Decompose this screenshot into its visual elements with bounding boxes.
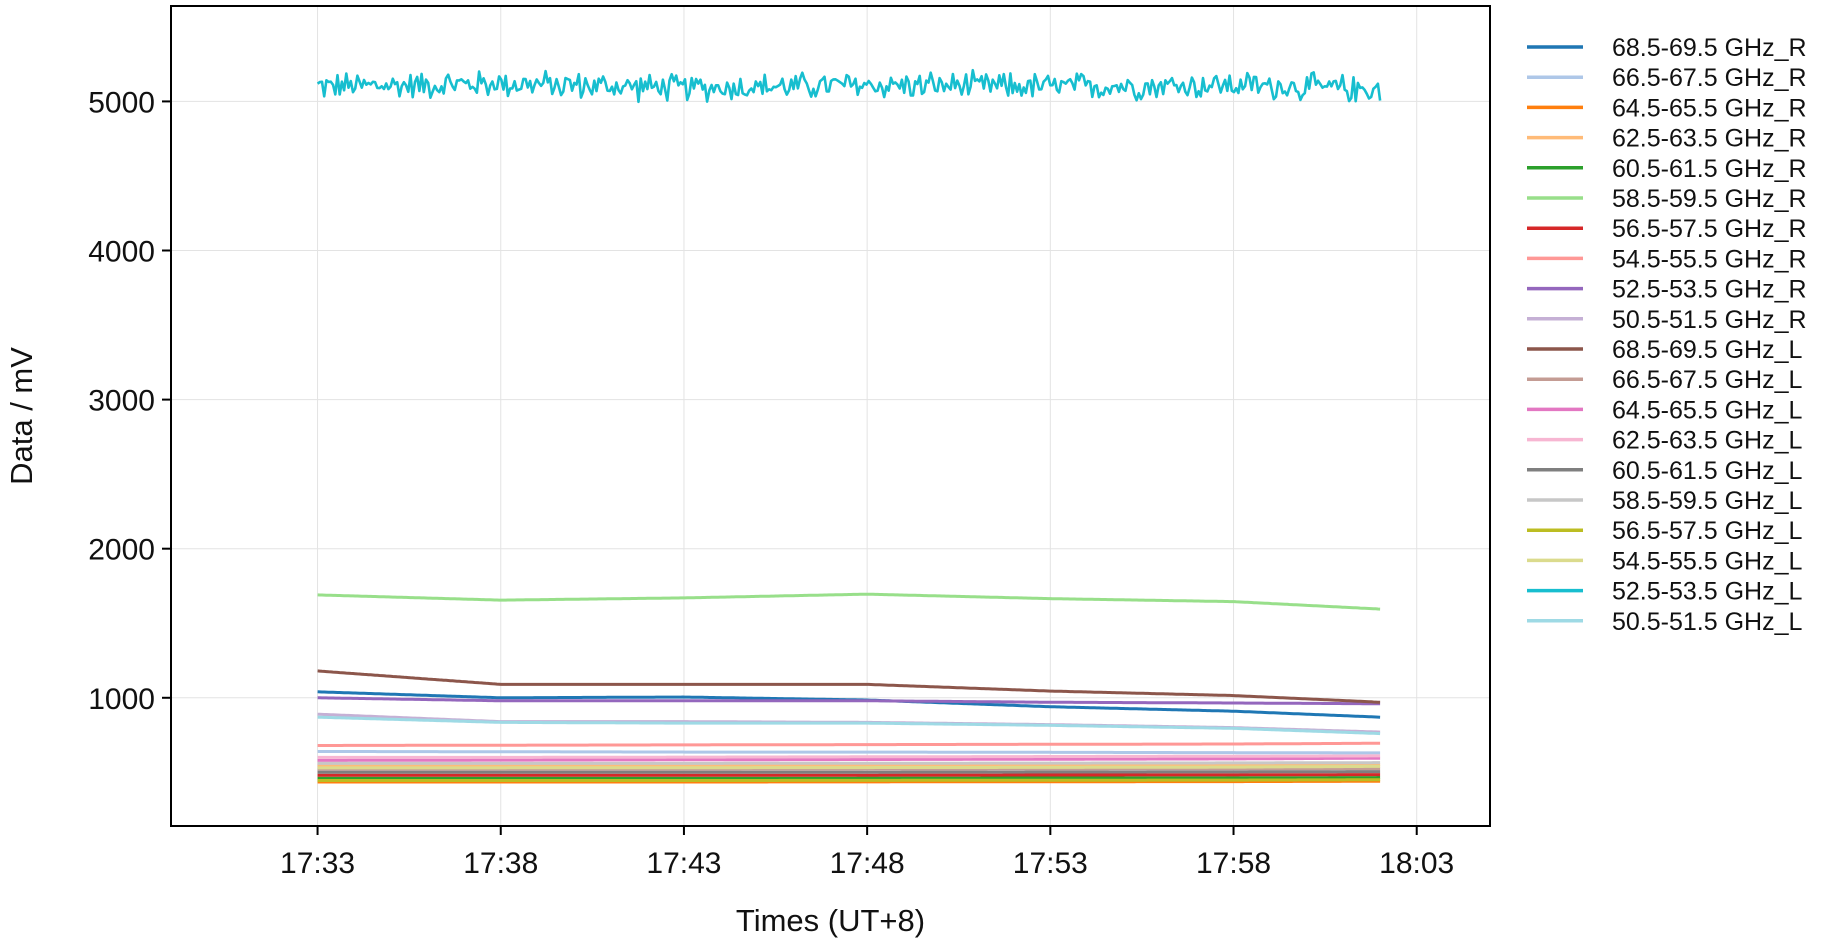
y-tick-label: 3000 — [88, 385, 155, 418]
x-tick-label: 17:38 — [463, 847, 538, 880]
legend-label: 66.5-67.5 GHz_R — [1612, 64, 1807, 92]
series-line-8 — [317, 741, 1381, 747]
y-tick-label: 5000 — [88, 86, 155, 119]
legend-label: 68.5-69.5 GHz_L — [1612, 336, 1802, 364]
x-tick-label: 18:03 — [1379, 847, 1454, 880]
x-axis: 17:33 17:38 17:43 17:48 17:53 17:58 18:03 — [280, 826, 1454, 880]
plot-frame — [170, 5, 1491, 827]
y-tick-label: 4000 — [88, 236, 155, 269]
legend-label: 54.5-55.5 GHz_L — [1612, 547, 1802, 575]
x-tick-label: 17:53 — [1013, 847, 1088, 880]
series-line-9 — [317, 696, 1381, 706]
series-line-2 — [317, 750, 1381, 755]
x-tick-label: 17:43 — [646, 847, 721, 880]
legend-label: 60.5-61.5 GHz_R — [1612, 155, 1807, 183]
series-line-11 — [317, 669, 1381, 704]
y-axis-label: Data / mV — [4, 347, 39, 485]
x-tick-label: 17:58 — [1196, 847, 1271, 880]
series-line-13 — [317, 756, 1381, 762]
series-line-4 — [317, 763, 1381, 768]
x-axis-label: Times (UT+8) — [736, 903, 925, 938]
series-line-15 — [317, 770, 1381, 774]
series-line-5 — [317, 776, 1381, 780]
y-axis: 1000 2000 3000 4000 5000 — [88, 86, 171, 716]
legend-label: 50.5-51.5 GHz_R — [1612, 306, 1807, 334]
series-line-19 — [316, 68, 1382, 104]
legend-label: 64.5-65.5 GHz_L — [1612, 396, 1802, 424]
series-line-7 — [317, 773, 1381, 777]
legend-label: 56.5-57.5 GHz_L — [1612, 517, 1802, 545]
series-lines — [316, 68, 1382, 784]
x-tick-label: 17:48 — [830, 847, 905, 880]
series-line-18 — [317, 764, 1381, 770]
y-tick-label: 2000 — [88, 534, 155, 567]
legend-label: 56.5-57.5 GHz_R — [1612, 215, 1807, 243]
legend-label: 68.5-69.5 GHz_R — [1612, 34, 1807, 62]
legend-label: 50.5-51.5 GHz_L — [1612, 608, 1802, 636]
legend-label: 58.5-59.5 GHz_R — [1612, 185, 1807, 213]
x-tick-label: 17:33 — [280, 847, 355, 880]
legend: 68.5-69.5 GHz_R66.5-67.5 GHz_R64.5-65.5 … — [1527, 34, 1807, 636]
legend-label: 54.5-55.5 GHz_R — [1612, 245, 1807, 273]
legend-label: 52.5-53.5 GHz_L — [1612, 578, 1802, 606]
grid — [171, 6, 1490, 826]
legend-label: 62.5-63.5 GHz_L — [1612, 427, 1802, 455]
series-line-6 — [317, 592, 1381, 611]
y-tick-label: 1000 — [88, 683, 155, 716]
legend-label: 52.5-53.5 GHz_R — [1612, 276, 1807, 304]
legend-label: 60.5-61.5 GHz_L — [1612, 457, 1802, 485]
series-line-17 — [317, 778, 1381, 782]
legend-label: 66.5-67.5 GHz_L — [1612, 366, 1802, 394]
series-line-20 — [317, 715, 1381, 736]
legend-label: 64.5-65.5 GHz_R — [1612, 94, 1807, 122]
series-line-16 — [317, 761, 1381, 765]
legend-label: 62.5-63.5 GHz_R — [1612, 125, 1807, 153]
legend-label: 58.5-59.5 GHz_L — [1612, 487, 1802, 515]
series-line-14 — [317, 754, 1381, 759]
